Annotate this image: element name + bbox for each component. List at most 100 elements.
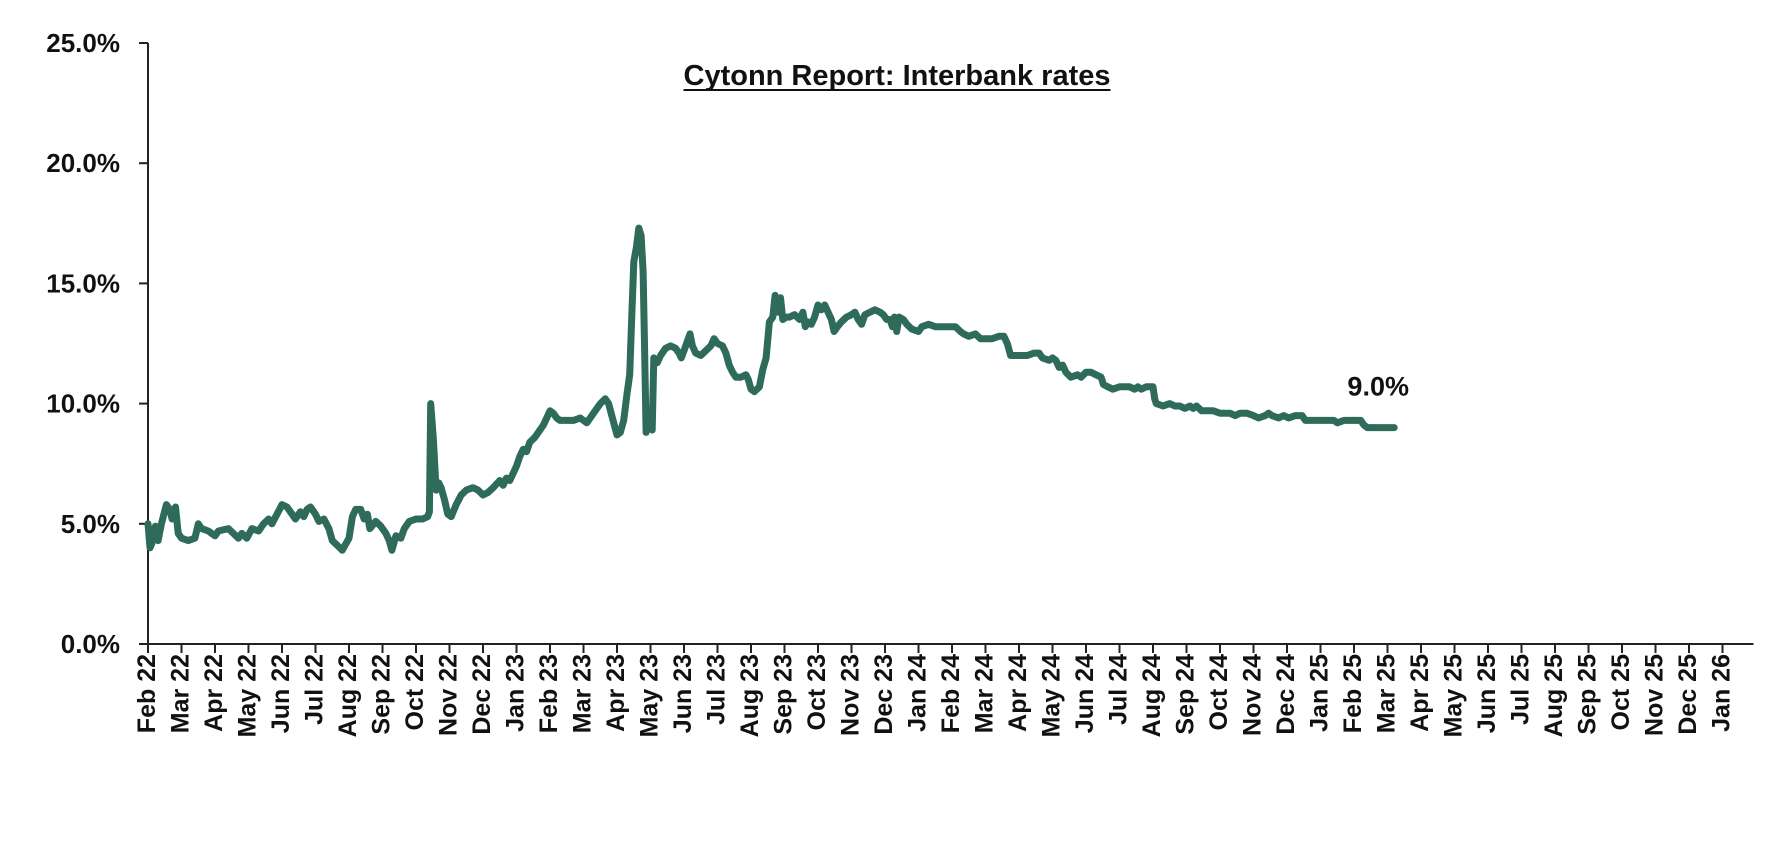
data-point (612, 421, 615, 424)
data-point (552, 412, 555, 415)
data-point (630, 306, 634, 309)
data-point (1054, 359, 1058, 362)
data-point (1058, 366, 1061, 369)
data-point (664, 347, 667, 350)
data-point (927, 323, 930, 326)
y-axis: 0.0% 5.0% 10.0% 15.0% 20.0% 25.0% (46, 28, 149, 659)
data-point (148, 546, 152, 549)
data-point (1195, 404, 1198, 408)
data-point (1140, 388, 1143, 391)
data-point (1252, 414, 1255, 417)
data-point (1349, 419, 1352, 422)
y-tick-label: 0.0% (61, 629, 120, 659)
data-point (555, 416, 558, 420)
data-point (940, 325, 944, 328)
data-point (793, 313, 796, 316)
data-point (1282, 414, 1285, 417)
data-point (1089, 371, 1093, 374)
data-point (781, 318, 784, 321)
data-point (280, 503, 284, 506)
data-point (920, 325, 924, 328)
data-point (165, 503, 168, 506)
data-point (486, 491, 490, 494)
data-point (897, 315, 901, 319)
data-point (801, 311, 805, 314)
data-point (582, 419, 585, 422)
x-tick-label: Nov 23 (837, 654, 865, 736)
data-point (1099, 376, 1103, 379)
data-point (446, 513, 449, 516)
series-line-0 (144, 224, 1398, 554)
data-point (1118, 385, 1121, 388)
data-point (934, 325, 937, 328)
data-point (240, 532, 243, 535)
data-point (1233, 414, 1237, 417)
data-point (538, 428, 542, 432)
data-point (1017, 354, 1021, 357)
data-point (804, 325, 807, 328)
data-point (545, 416, 548, 420)
x-tick-label: Jan 24 (904, 654, 932, 732)
data-point (785, 315, 788, 319)
data-point (1342, 419, 1346, 422)
data-point (1310, 419, 1314, 422)
data-point (882, 313, 885, 316)
data-point (250, 527, 254, 530)
data-point (758, 385, 761, 388)
data-point (257, 529, 260, 533)
data-point (954, 325, 957, 328)
data-point (677, 351, 681, 355)
data-point (962, 332, 965, 336)
x-tick-label: Feb 25 (1339, 654, 1367, 733)
data-point (491, 486, 495, 489)
data-point (434, 488, 438, 492)
data-point (1041, 356, 1044, 360)
data-point (628, 373, 631, 376)
data-point (656, 361, 659, 364)
data-point (558, 419, 562, 422)
x-tick-label: Apr 25 (1406, 654, 1434, 732)
data-point (525, 450, 528, 453)
x-tick-label: May 22 (234, 654, 262, 737)
data-point (764, 356, 768, 360)
data-point (170, 517, 174, 521)
data-point (637, 226, 640, 230)
data-point (979, 337, 982, 340)
data-point (731, 371, 734, 374)
x-tick-label: Jan 25 (1306, 654, 1334, 732)
data-point (806, 320, 810, 324)
data-point (832, 330, 836, 333)
data-point (542, 424, 545, 427)
data-point (744, 373, 748, 376)
data-point (959, 330, 962, 333)
data-point (826, 311, 830, 314)
data-point (917, 330, 920, 333)
data-point (585, 421, 588, 424)
data-point (359, 508, 362, 511)
data-point (1294, 414, 1297, 417)
x-tick-label: Jul 23 (703, 654, 731, 725)
x-tick-label: Mar 25 (1373, 654, 1401, 733)
x-tick-label: Aug 25 (1540, 654, 1568, 737)
x-tick-label: Dec 24 (1272, 654, 1300, 735)
data-point (699, 354, 702, 357)
data-point (659, 354, 662, 357)
data-point (1173, 404, 1177, 408)
data-point (1304, 419, 1307, 422)
data-point (820, 308, 823, 311)
data-point (1145, 385, 1148, 388)
data-point (1326, 419, 1329, 422)
x-tick-label: Nov 25 (1641, 654, 1669, 736)
data-point (652, 356, 655, 360)
data-point (1048, 359, 1051, 362)
data-point (1300, 414, 1304, 417)
data-point (528, 440, 532, 444)
x-tick-label: Dec 25 (1674, 654, 1702, 735)
data-point (724, 351, 728, 355)
data-point (481, 493, 485, 497)
data-point (622, 419, 625, 422)
data-point (1393, 426, 1396, 429)
data-point (1245, 412, 1249, 415)
data-point (747, 378, 750, 381)
